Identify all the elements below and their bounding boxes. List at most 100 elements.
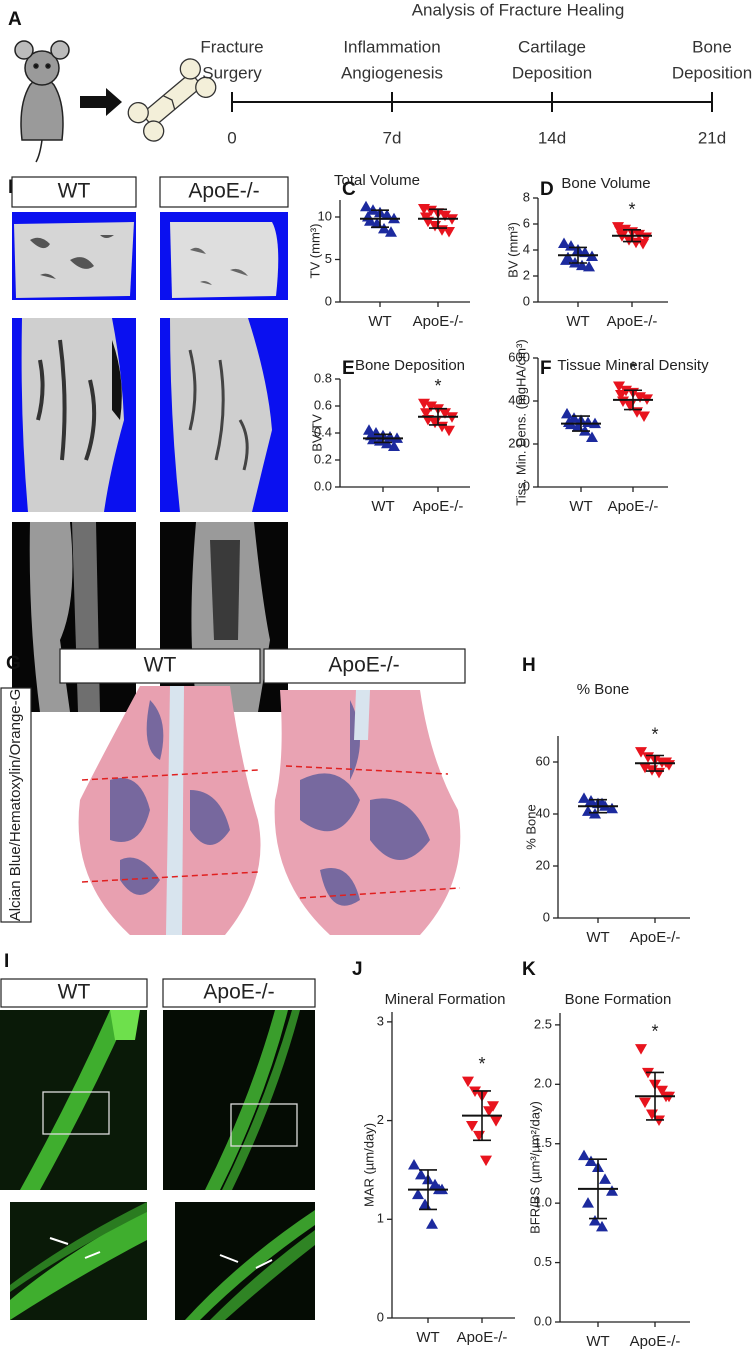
y-tick-label: 10 [318,208,332,223]
bone-icon-part [143,120,165,142]
time-label: 14d [538,128,566,147]
significance-star: * [651,724,658,744]
mouse-icon [14,40,70,163]
significance-star: * [651,1021,658,1041]
y-axis-label: % Bone [523,804,538,850]
y-tick-label: 0 [523,293,530,308]
stage-label: Cartilage [518,37,586,56]
chart-title: Mineral Formation [385,991,506,1008]
bone-icon [127,58,217,142]
data-point [490,1116,502,1127]
data-point [426,1218,438,1229]
timeline-title: Analysis of Fracture Healing [412,0,625,19]
chart-title: Bone Formation [565,991,672,1008]
panel-label: F [540,358,552,379]
data-point [578,1149,590,1161]
data-point [596,1220,608,1232]
fluorescence-images-part [42,1091,110,1135]
data-point [385,226,397,237]
chart: E Bone Deposition BV/TV 0.0 0.2 0.4 0.6 0.8 WT Ap… [309,357,470,515]
y-tick-label: 2.5 [534,1016,552,1031]
fluorescence-images-part [210,1230,315,1320]
panel-label: I [4,951,9,972]
y-tick-label: 20 [536,857,550,872]
panel-a: A Analysis of Fracture Healing Fracture S… [8,0,752,163]
y-axis-label: TV (mm³) [307,224,322,279]
chart-title: Bone Deposition [355,357,465,374]
data-point [586,431,598,443]
fluorescence-images-part [185,1210,315,1320]
panel-i: I WT ApoE-/- [0,951,316,1320]
fluorescence-images-part [49,1237,101,1259]
y-tick-label: 2.0 [534,1076,552,1091]
y-tick-label: 600 [508,349,530,364]
arrow [80,88,122,116]
microct-images-part [36,339,97,461]
column-box [263,648,466,684]
data-point [466,1121,478,1132]
column-label: ApoE-/- [328,654,399,677]
data-point [606,802,618,814]
data-point [656,1085,668,1097]
histology-images-part [285,765,449,775]
y-tick-label: 2 [377,1112,384,1127]
bone-icon-part [162,95,176,110]
panel-label: A [8,9,22,30]
mouse-icon-part [24,50,60,86]
y-tick-label: 60 [536,753,550,768]
data-point [558,237,570,248]
data-point [439,210,451,222]
data-point [635,747,647,758]
chart-title: Total Volume [334,172,420,189]
y-tick-label: 1.0 [534,1195,552,1210]
fluorescence-images-part [20,1010,130,1190]
data-point [420,408,432,419]
bone-icon-part [195,76,217,98]
microct-images-part [188,349,249,471]
y-tick-label: 200 [508,435,530,450]
stage-label: Deposition [512,63,592,82]
time-label: 7d [383,128,402,147]
y-axis-label: BV (mm³) [505,222,520,278]
x-tick-label: ApoE-/- [608,498,659,515]
data-point [589,1214,601,1226]
x-tick-label: WT [566,313,589,330]
data-point [487,1101,499,1112]
x-tick-label: ApoE-/- [607,313,658,330]
x-tick-label: ApoE-/- [413,498,464,515]
data-point [378,222,390,234]
fluorescence-images-part [110,1010,140,1040]
time-label: 0 [227,128,236,147]
y-axis-label: Tiss. Min. Dens. (mgHA/cm³) [513,339,528,505]
data-point [606,1185,618,1196]
data-point [639,1097,651,1109]
significance-star: * [629,359,636,379]
microct-images-part [210,540,240,640]
panel-label: J [352,959,363,980]
y-tick-label: 6 [523,215,530,230]
y-tick-label: 400 [508,392,530,407]
y-tick-label: 40 [536,805,550,820]
histology-images-part [300,700,430,906]
data-point [439,408,451,419]
data-point [614,226,626,237]
bone-icon-part [127,102,149,124]
y-axis-label: BV/TV [309,414,324,452]
y-tick-label: 5 [325,251,332,266]
x-tick-label: WT [371,498,394,515]
y-tick-label: 3 [377,1013,384,1028]
data-point [599,1173,611,1184]
y-tick-label: 0 [377,1309,384,1324]
chart-title: Bone Volume [561,175,650,192]
data-point [576,259,588,271]
data-point [443,425,455,437]
histology-images [78,686,461,935]
mouse-icon-part [35,139,43,163]
x-tick-label: ApoE-/- [630,929,681,946]
x-tick-label: WT [586,1333,609,1350]
column-box [162,978,316,1008]
x-tick-label: WT [368,313,391,330]
fluorescence-images-part [219,1254,273,1269]
chart: D Bone Volume BV (mm³)0 2 4 6 8 WT ApoE-/- * [505,175,668,330]
